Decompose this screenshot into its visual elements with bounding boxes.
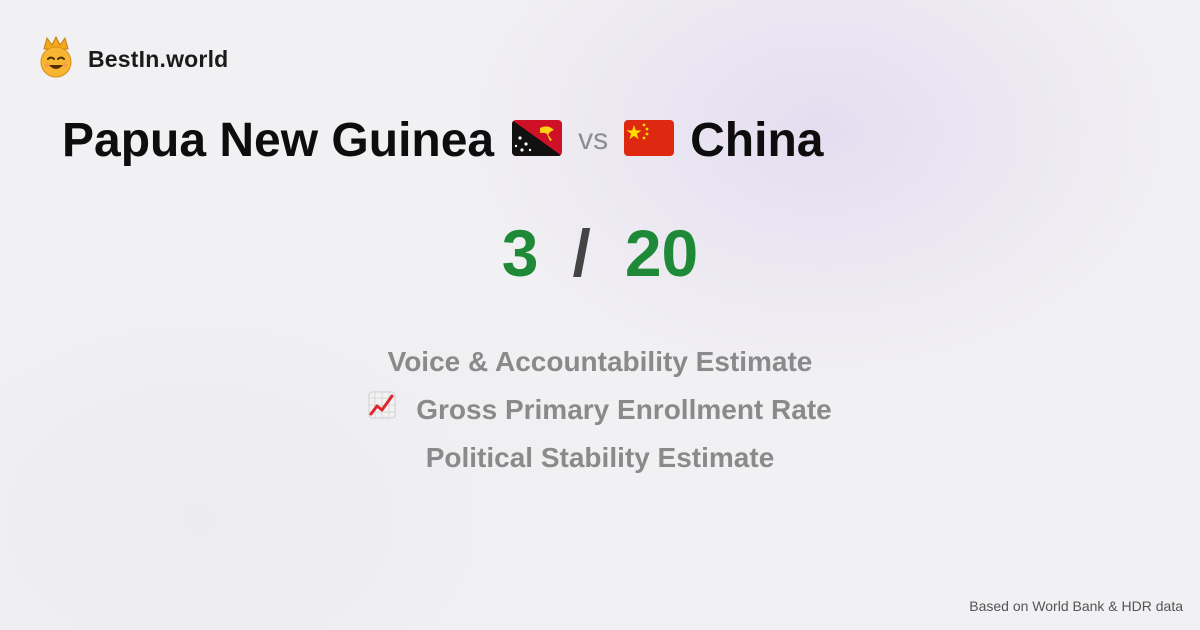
chart-increasing-icon [368,389,396,431]
papua-new-guinea-flag-icon [512,119,563,161]
metrics-list: Voice & Accountability Estimate Gross Pr… [0,338,1200,482]
metric-label: Gross Primary Enrollment Rate [416,394,832,425]
score: 3 / 20 [0,215,1200,291]
crown-smiley-icon [38,35,74,83]
metric-item: Gross Primary Enrollment Rate [0,386,1200,434]
metric-item: Voice & Accountability Estimate [0,338,1200,386]
country-a-name: Papua New Guinea [62,113,495,167]
brand-name: BestIn.world [88,46,229,72]
comparison-title: Papua New Guinea vs [62,108,823,172]
brand-logo[interactable]: BestIn.world [38,35,229,83]
metric-item: Political Stability Estimate [0,434,1200,482]
metric-label: Political Stability Estimate [425,442,775,473]
metric-label: Voice & Accountability Estimate [387,346,813,377]
vs-label: vs [578,123,609,156]
score-separator: / [572,216,591,290]
score-a: 3 [501,216,539,290]
china-flag-icon [624,119,675,161]
data-source-note: Based on World Bank & HDR data [969,598,1183,614]
score-b: 20 [624,216,699,290]
country-b-name: China [690,113,824,167]
